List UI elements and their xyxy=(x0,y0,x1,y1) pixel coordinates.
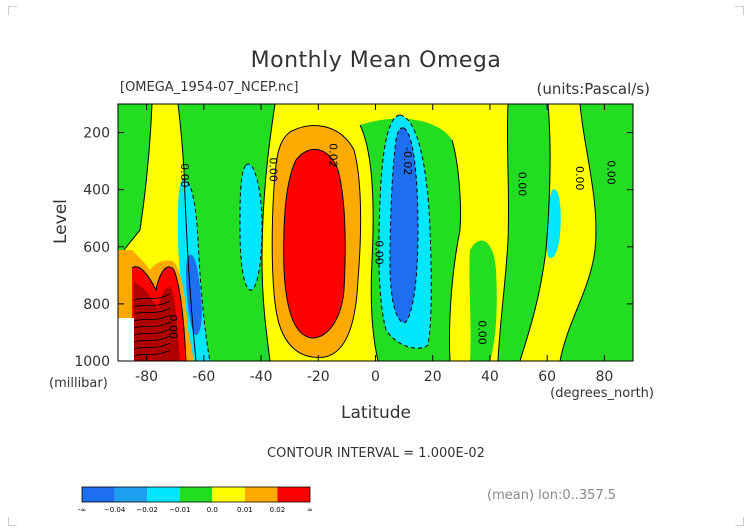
y-tick-label: 400 xyxy=(83,183,110,199)
field-green-midlat-north xyxy=(469,240,497,361)
colorbar-label: 0.0 xyxy=(207,506,218,514)
x-tick-label: -60 xyxy=(192,369,215,385)
missing-data-notch xyxy=(118,318,134,361)
contour-label: 0.00 xyxy=(516,172,529,197)
colorbar-label: ∞ xyxy=(307,506,313,514)
field-green-left-column xyxy=(118,104,152,250)
colorbar-label: -∞ xyxy=(78,506,86,514)
contour-label: 0.00 xyxy=(167,314,180,339)
contour-label: 0.00 xyxy=(373,240,386,265)
x-tick-label: -40 xyxy=(250,369,273,385)
colorbar-label: −0.04 xyxy=(104,506,126,514)
x-tick-label: -80 xyxy=(135,369,158,385)
colorbar-label: 0.01 xyxy=(237,506,253,514)
mean-longitude-text: (mean) lon:0..357.5 xyxy=(487,488,617,503)
x-tick-label: 40 xyxy=(481,369,499,385)
contour-lines-dashed xyxy=(181,114,432,361)
x-axis-unit: (degrees_north) xyxy=(550,386,654,401)
x-tick-label: 20 xyxy=(424,369,442,385)
file-label: [OMEGA_1954-07_NCEP.nc] xyxy=(120,80,299,95)
colorbar-label: −0.01 xyxy=(169,506,190,514)
colorbar-swatch xyxy=(179,487,213,502)
x-tick-label: -20 xyxy=(307,369,330,385)
y-axis-unit: (millibar) xyxy=(49,376,108,391)
corner-mark-top-left xyxy=(8,6,17,15)
contour-label: 0.00 xyxy=(604,160,617,185)
y-tick-label: 600 xyxy=(83,240,110,256)
field-cyan-north-arc xyxy=(546,189,561,259)
units-label: (units:Pascal/s) xyxy=(536,80,651,98)
field-cyan-south-2 xyxy=(240,164,262,291)
contour-label: 0.00 xyxy=(267,157,280,182)
corner-mark-bottom-right xyxy=(735,517,744,526)
y-tick-label: 200 xyxy=(83,126,110,142)
x-tick-label: 60 xyxy=(538,369,556,385)
field-blue-equator-core xyxy=(390,127,418,323)
contour-label: -0.02 xyxy=(401,147,414,175)
contour-label: 0.02 xyxy=(327,143,340,168)
colorbar-frame xyxy=(81,486,311,503)
colorbar-swatch xyxy=(277,487,310,502)
y-tick-label: 1000 xyxy=(74,354,110,370)
contour-label: 0.00 xyxy=(573,166,586,191)
colorbar: -∞ −0.04 −0.02 −0.01 0.0 0.01 0.02 ∞ xyxy=(78,486,313,514)
field-green-arctic xyxy=(560,104,633,361)
x-tick-label: 0 xyxy=(371,369,380,385)
contour-labels: 0.00 0.00 0.02 -0.02 0.00 0.00 0.00 0.00 0.00 0.0… xyxy=(167,143,618,345)
colorbar-label: −0.02 xyxy=(136,506,157,514)
corner-mark-bottom-left xyxy=(8,517,17,526)
colorbar-swatch xyxy=(212,487,245,502)
y-tick-label: 800 xyxy=(83,297,110,313)
contour-lines xyxy=(123,104,597,361)
field-green-high-north xyxy=(498,104,551,361)
colorbar-swatch xyxy=(244,487,278,502)
chart-title: Monthly Mean Omega xyxy=(250,48,502,73)
corner-mark-top-right xyxy=(735,6,744,15)
colorbar-swatch xyxy=(82,487,115,502)
axis-ticks: -80 -60 -40 -20 0 20 40 60 80 200 400 600 800 1000 xyxy=(74,104,633,385)
contour-interval-text: CONTOUR INTERVAL = 1.000E-02 xyxy=(267,446,485,461)
colorbar-label: 0.02 xyxy=(270,506,286,514)
contour-hatch-antarctic xyxy=(133,293,171,357)
colorbar-swatch xyxy=(147,487,180,502)
field-blue-south-core xyxy=(186,254,202,335)
colorbar-swatch xyxy=(114,487,148,502)
x-tick-label: 80 xyxy=(595,369,613,385)
field-red-subtropics-south xyxy=(283,149,346,338)
contour-label: 0.00 xyxy=(476,320,489,345)
contour-label: 0.00 xyxy=(178,163,191,188)
x-axis-label: Latitude xyxy=(341,403,411,423)
